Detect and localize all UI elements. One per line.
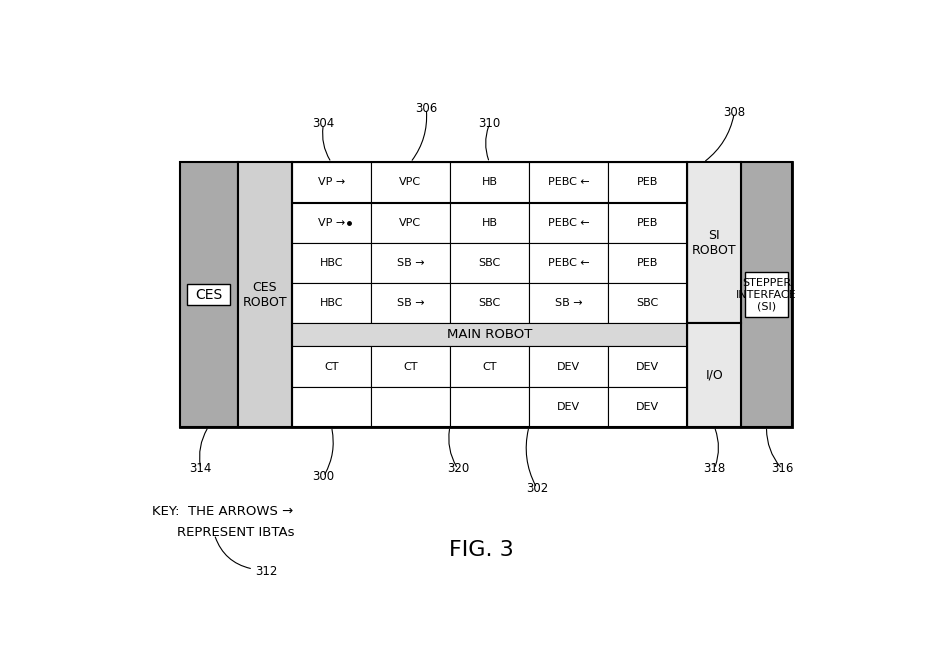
Bar [371, 386, 450, 426]
Bar [608, 163, 687, 202]
Text: CES
ROBOT: CES ROBOT [243, 281, 287, 308]
Text: DEV: DEV [636, 402, 659, 411]
Text: HBC: HBC [320, 297, 343, 308]
Text: 316: 316 [771, 463, 793, 476]
Bar [608, 242, 687, 283]
Text: CT: CT [324, 362, 338, 371]
Text: MAIN ROBOT: MAIN ROBOT [446, 328, 532, 341]
Text: HB: HB [481, 218, 497, 227]
Bar [292, 242, 371, 283]
Text: 302: 302 [525, 481, 548, 494]
Text: SB →: SB → [397, 257, 424, 268]
Text: PEBC ←: PEBC ← [548, 178, 589, 187]
Text: STEPPER
INTERFACE
(SI): STEPPER INTERFACE (SI) [736, 278, 797, 311]
Bar [608, 283, 687, 323]
Text: 310: 310 [478, 117, 501, 130]
Bar [450, 347, 529, 386]
Bar [238, 163, 292, 426]
Text: SBC: SBC [478, 297, 501, 308]
Text: KEY:  THE ARROWS →: KEY: THE ARROWS → [152, 505, 293, 518]
Text: CT: CT [403, 362, 417, 371]
Bar [450, 242, 529, 283]
Text: 308: 308 [724, 106, 745, 119]
Text: SI
ROBOT: SI ROBOT [692, 229, 737, 257]
Text: SB →: SB → [397, 297, 424, 308]
Text: REPRESENT IBTAs: REPRESENT IBTAs [177, 526, 294, 539]
Bar [292, 323, 687, 347]
Text: SB →: SB → [555, 297, 583, 308]
Bar [687, 323, 742, 426]
Text: DEV: DEV [636, 362, 659, 371]
Bar [529, 386, 608, 426]
Text: CT: CT [482, 362, 496, 371]
Bar [529, 347, 608, 386]
Bar [292, 163, 687, 426]
Text: 304: 304 [312, 117, 335, 130]
Bar [608, 202, 687, 242]
Text: SBC: SBC [636, 297, 659, 308]
Bar [292, 283, 371, 323]
Text: DEV: DEV [557, 402, 580, 411]
Bar [450, 202, 529, 242]
Bar [450, 386, 529, 426]
Bar [292, 347, 371, 386]
Bar [292, 202, 371, 242]
Bar [529, 283, 608, 323]
Bar [371, 242, 450, 283]
Text: HB: HB [481, 178, 497, 187]
Bar [180, 163, 238, 426]
Text: PEB: PEB [637, 178, 658, 187]
Text: HBC: HBC [320, 257, 343, 268]
Text: I/O: I/O [705, 368, 723, 381]
Text: VP →: VP → [318, 178, 345, 187]
Text: VPC: VPC [400, 218, 421, 227]
Bar [529, 242, 608, 283]
Text: PEB: PEB [637, 257, 658, 268]
Bar [687, 163, 742, 323]
Bar [529, 202, 608, 242]
Text: PEB: PEB [637, 218, 658, 227]
Bar [529, 163, 608, 202]
Bar [292, 386, 371, 426]
Bar [745, 272, 788, 317]
Bar [608, 347, 687, 386]
Text: 306: 306 [415, 102, 437, 115]
Bar [292, 163, 371, 202]
Text: PEBC ←: PEBC ← [548, 218, 589, 227]
Text: FIG. 3: FIG. 3 [449, 540, 514, 560]
Text: DEV: DEV [557, 362, 580, 371]
Bar [371, 347, 450, 386]
Text: PEBC ←: PEBC ← [548, 257, 589, 268]
Bar [608, 386, 687, 426]
Text: VPC: VPC [400, 178, 421, 187]
Bar [742, 163, 791, 426]
Text: CES: CES [195, 288, 222, 301]
Text: 318: 318 [703, 463, 726, 476]
Text: 314: 314 [190, 463, 212, 476]
Bar [180, 163, 791, 426]
Text: 312: 312 [256, 565, 278, 578]
Text: 320: 320 [446, 463, 469, 476]
Bar [450, 283, 529, 323]
Bar [371, 202, 450, 242]
Text: VP →: VP → [318, 218, 345, 227]
Bar [371, 283, 450, 323]
Text: 300: 300 [312, 470, 335, 483]
Bar [187, 284, 230, 305]
Bar [371, 163, 450, 202]
Bar [450, 163, 529, 202]
Text: SBC: SBC [478, 257, 501, 268]
